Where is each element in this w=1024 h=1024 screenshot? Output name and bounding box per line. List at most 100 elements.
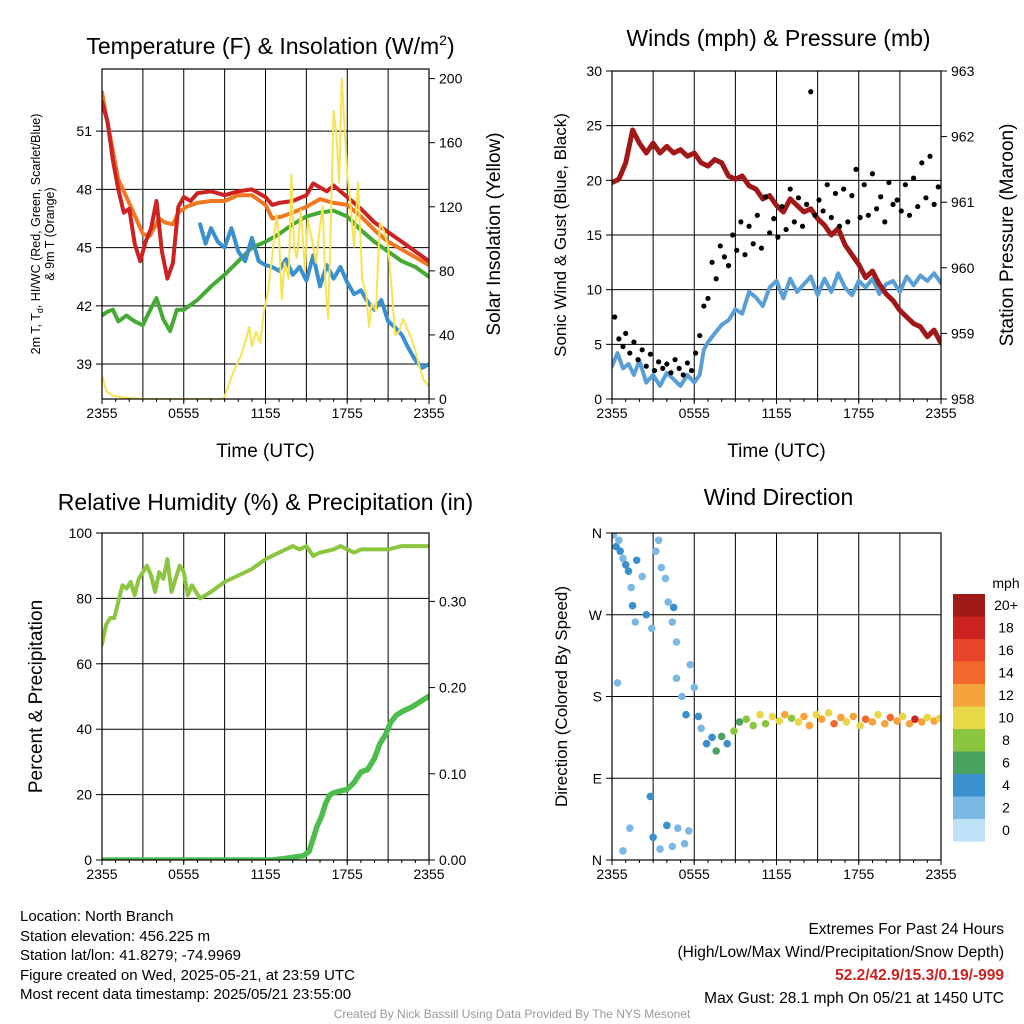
legend-swatch — [953, 594, 985, 617]
y-tick-label: 25 — [586, 118, 602, 134]
x-tick-label: 1155 — [250, 405, 280, 421]
direction-point — [849, 712, 858, 721]
gust-point — [693, 350, 699, 356]
gust-point — [795, 195, 802, 201]
gust-point — [832, 190, 839, 197]
gust-point — [713, 276, 719, 282]
legend-label: 16 — [998, 642, 1014, 658]
gust-point — [635, 357, 641, 363]
direction-point — [628, 601, 637, 610]
gust-point — [857, 214, 863, 221]
gust-point — [861, 182, 867, 188]
y-tick-label: S — [593, 689, 602, 705]
direction-point — [880, 719, 889, 728]
gust-point — [725, 263, 732, 269]
gust-point — [672, 357, 678, 363]
x-axis-label: Time (UTC) — [216, 441, 315, 462]
y-tick-label: 0 — [84, 852, 92, 868]
y-tick-label: 15 — [586, 227, 602, 243]
gust-point — [845, 219, 851, 225]
y2-tick-label: 0.00 — [439, 852, 466, 868]
gust-point — [816, 197, 822, 203]
x-tick-label: 1155 — [761, 405, 791, 421]
direction-point — [646, 792, 655, 801]
direction-point — [627, 583, 635, 592]
gust-point — [627, 350, 633, 356]
y-axis-label: Direction (Colored By Speed) — [552, 586, 571, 807]
direction-point — [661, 574, 670, 583]
gust-point — [620, 343, 626, 350]
gust-point — [935, 184, 941, 190]
direction-point — [678, 692, 686, 701]
x-tick-label: 1755 — [332, 405, 363, 421]
x-tick-label: 2355 — [86, 866, 117, 882]
gust-point — [799, 223, 806, 229]
direction-point — [672, 638, 681, 646]
direction-point — [663, 821, 671, 830]
feels-series-line — [198, 222, 429, 370]
gust-point — [836, 223, 843, 229]
legend-label: 6 — [1002, 755, 1010, 771]
gust-point — [709, 259, 715, 265]
direction-point — [817, 715, 826, 724]
direction-point — [723, 739, 731, 748]
direction-point — [824, 709, 833, 717]
plot-area — [612, 89, 941, 388]
gust-point — [717, 243, 723, 249]
direction-point — [730, 727, 738, 735]
gust-point — [931, 201, 937, 207]
direction-point — [632, 556, 641, 565]
y-tick-label: 45 — [76, 240, 92, 256]
direction-point — [918, 718, 926, 726]
x-tick-label: 2355 — [925, 866, 956, 882]
direction-point — [638, 572, 646, 581]
y2-tick-label: 960 — [951, 260, 975, 276]
y-tick-label: 48 — [76, 181, 92, 197]
gust-point — [701, 303, 707, 309]
y-tick-label: N — [592, 525, 602, 541]
direction-point — [652, 547, 660, 555]
y-tick-label: 60 — [76, 656, 92, 672]
gust-point — [804, 201, 810, 207]
y-tick-label: 20 — [76, 787, 92, 803]
direction-point — [761, 719, 770, 728]
y2-tick-label: 0.30 — [439, 593, 466, 609]
direction-point — [657, 563, 666, 572]
direction-point — [893, 717, 901, 725]
y-tick-label: N — [592, 852, 602, 868]
plot-area — [102, 77, 429, 399]
x-tick-label: 1155 — [761, 866, 791, 882]
gust-point — [869, 171, 876, 177]
y2-axis-label: Station Pressure (Maroon) — [997, 124, 1018, 347]
gust-point — [878, 194, 884, 200]
gust-point — [865, 212, 871, 218]
y-axis-label: 2m T, Td, HI/WC (Red, Green, Scarlet/Blu… — [29, 114, 45, 355]
extremes-values: 52.2/42.9/15.3/0.19/-999 — [835, 967, 1004, 984]
direction-point — [756, 710, 764, 719]
gust-point — [791, 219, 797, 225]
legend-label: 4 — [1002, 777, 1010, 793]
direction-point — [935, 714, 941, 723]
gust-point — [623, 330, 629, 336]
x-axis-label: Time (UTC) — [727, 441, 826, 462]
direction-point — [664, 598, 673, 606]
legend-label: 20+ — [994, 597, 1018, 613]
gust-point — [656, 359, 662, 365]
y-tick-label: E — [593, 770, 602, 786]
direction-point — [647, 624, 656, 633]
y2-tick-label: 40 — [439, 327, 455, 343]
gust-point — [754, 212, 760, 218]
y-tick-label: 100 — [69, 525, 93, 541]
direction-point — [649, 833, 657, 842]
direction-point — [911, 715, 919, 724]
direction-point — [684, 827, 693, 835]
x-tick-label: 0555 — [679, 866, 710, 882]
extremes-subtitle: (High/Low/Max Wind/Precipitation/Snow De… — [677, 944, 1005, 961]
y2-axis-label: Solar Insolation (Yellow) — [484, 132, 505, 335]
direction-point — [886, 713, 895, 722]
legend-swatch — [953, 819, 985, 842]
chart-title: Wind Direction — [704, 484, 854, 510]
chart-title: Relative Humidity (%) & Precipitation (i… — [58, 489, 473, 515]
direction-point — [656, 845, 664, 853]
